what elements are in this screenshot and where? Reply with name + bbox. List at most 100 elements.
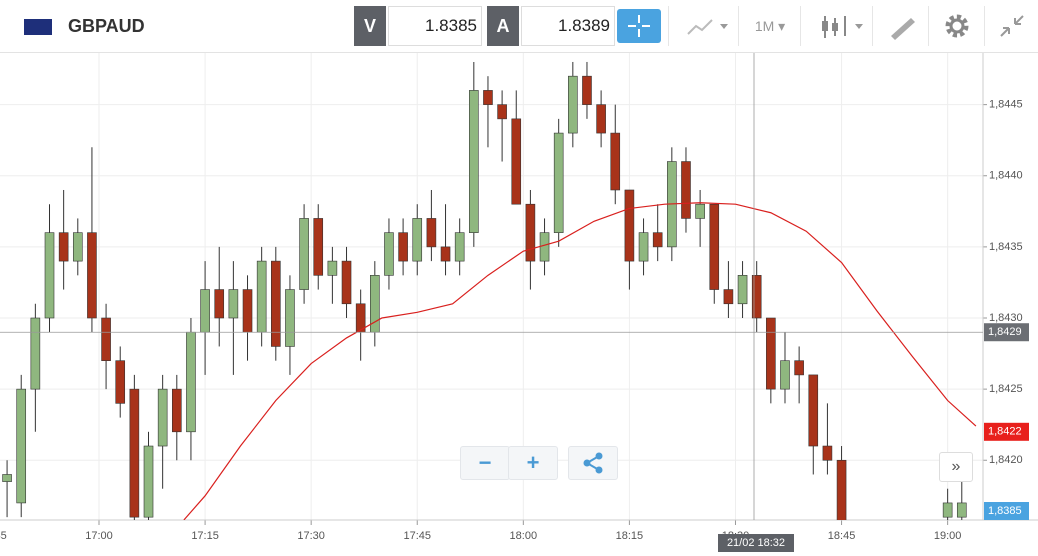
zoom-out-button[interactable]: − <box>460 446 510 480</box>
candle-body <box>58 232 69 262</box>
candle-body <box>596 104 606 134</box>
ma-tag: 1,8422 <box>988 426 1022 438</box>
candle-body <box>525 203 536 262</box>
zoom-in-button[interactable]: + <box>508 446 558 480</box>
candle-body <box>313 218 324 276</box>
candle-body <box>16 388 27 504</box>
flag-icon <box>24 19 52 35</box>
candle-body <box>412 218 423 262</box>
candle-body <box>836 459 847 520</box>
crosshair-button[interactable] <box>617 9 661 43</box>
candle-body <box>497 104 507 120</box>
sell-button[interactable]: V <box>354 6 386 46</box>
candle-body <box>737 275 748 305</box>
candle-body <box>157 388 168 447</box>
candle-body <box>610 132 621 191</box>
candle-body <box>539 232 550 262</box>
candle-body <box>398 232 408 262</box>
candle-body <box>766 317 776 390</box>
candle-body <box>553 132 564 233</box>
scroll-right-button[interactable]: » <box>939 452 973 482</box>
x-tick-label: 17:45 <box>403 530 431 542</box>
candle-body <box>72 232 83 262</box>
candle-body <box>568 75 578 134</box>
x-tick-label: 16:45 <box>0 530 7 542</box>
candle-body <box>87 232 97 319</box>
candle-body <box>582 75 592 105</box>
candle-body <box>780 360 790 390</box>
sell-price: 1.8385 <box>388 6 482 46</box>
candle-body <box>44 232 55 319</box>
candle-body <box>200 289 210 333</box>
symbol: GBPAUD <box>68 16 145 36</box>
candle-body <box>341 260 352 305</box>
x-tick-label: 18:45 <box>828 530 856 542</box>
y-tick-label: 1,8420 <box>989 454 1023 466</box>
candle-body <box>426 218 437 248</box>
candle-body <box>469 90 479 233</box>
x-tick-label: 19:00 <box>934 530 962 542</box>
y-tick-label: 1,8440 <box>989 170 1023 182</box>
settings-button[interactable] <box>928 6 985 46</box>
candle-body <box>115 360 126 404</box>
candle-body <box>956 502 967 518</box>
candle-body <box>186 331 196 433</box>
candle-body <box>384 232 394 276</box>
moving-average <box>183 202 977 520</box>
y-tick-label: 1,8430 <box>989 312 1023 324</box>
candle-body <box>271 260 281 347</box>
candle-body <box>794 360 804 376</box>
candle-body <box>327 260 338 276</box>
collapse-button[interactable] <box>984 6 1038 46</box>
draw-button[interactable] <box>872 6 929 46</box>
candle-body <box>624 189 635 262</box>
candle-body <box>723 289 734 305</box>
candle-body <box>440 246 451 262</box>
toolbar: GBPAUD V 1.8385 A 1.8389 1M ▾ <box>0 0 1038 53</box>
chart-type-button[interactable] <box>668 6 739 46</box>
candle-button[interactable] <box>800 6 873 46</box>
candle-body <box>101 317 111 361</box>
candle-body <box>242 289 253 333</box>
crosshair-label: 21/02 18:32 <box>727 537 785 549</box>
timeframe-button[interactable]: 1M ▾ <box>738 6 801 46</box>
candle-body <box>2 474 12 482</box>
candle-body <box>30 317 41 390</box>
candle-body <box>511 118 522 205</box>
buy-price: 1.8389 <box>521 6 615 46</box>
x-tick-label: 17:00 <box>85 530 113 542</box>
x-tick-label: 17:30 <box>297 530 325 542</box>
y-tick-label: 1,8435 <box>989 241 1023 253</box>
x-tick-label: 18:00 <box>510 530 538 542</box>
candle-body <box>299 218 309 290</box>
candle-body <box>751 275 762 319</box>
candle-body <box>129 388 140 518</box>
candle-body <box>709 203 720 290</box>
candle-body <box>942 502 953 518</box>
timeframe: 1M <box>754 18 775 34</box>
buy-button[interactable]: A <box>487 6 519 46</box>
y-tick-label: 1,8425 <box>989 383 1023 395</box>
crosshair-box <box>718 534 794 552</box>
candle-body <box>214 289 225 319</box>
price-tag: 1,8429 <box>988 326 1022 338</box>
x-tick-label: 18:15 <box>616 530 644 542</box>
price-tag-box <box>984 323 1029 342</box>
share-button[interactable] <box>568 446 618 480</box>
candle-body <box>681 161 691 219</box>
candle-body <box>652 232 663 248</box>
candle-body <box>143 445 154 518</box>
candle-body <box>695 203 705 219</box>
candle-body <box>638 232 649 262</box>
y-tick-label: 1,8445 <box>989 99 1023 111</box>
candle-body <box>808 374 819 447</box>
candle-body <box>228 289 239 319</box>
candle-body <box>285 289 295 347</box>
candles <box>2 61 977 520</box>
candle-body <box>483 90 493 105</box>
x-tick-label: 17:15 <box>191 530 219 542</box>
ma-tag-box <box>984 422 1029 441</box>
candle-body <box>171 388 182 433</box>
last-tag-box <box>984 502 1029 520</box>
